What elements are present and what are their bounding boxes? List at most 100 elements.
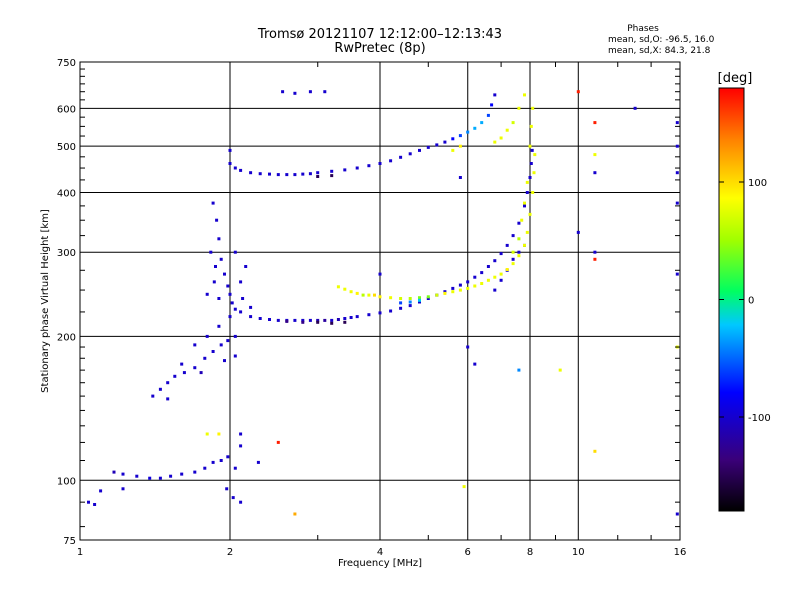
- data-point: [593, 171, 597, 175]
- data-point: [466, 280, 470, 284]
- data-point: [399, 301, 403, 305]
- data-point: [499, 136, 503, 140]
- data-point: [493, 93, 497, 97]
- data-point: [233, 334, 237, 338]
- data-point: [228, 315, 232, 319]
- data-point: [378, 311, 382, 315]
- data-point: [367, 313, 371, 317]
- data-point: [451, 286, 455, 290]
- data-point: [166, 381, 170, 385]
- data-point: [443, 291, 447, 295]
- data-point: [532, 171, 536, 175]
- data-point: [330, 318, 334, 322]
- y-tick-label: 500: [57, 142, 76, 153]
- data-point: [399, 155, 403, 159]
- data-point: [435, 143, 439, 147]
- data-point: [473, 126, 477, 130]
- data-point: [226, 455, 230, 459]
- data-point: [301, 172, 305, 176]
- data-point: [499, 272, 503, 276]
- data-point: [223, 272, 226, 276]
- data-point: [228, 148, 232, 152]
- data-point: [511, 262, 515, 266]
- data-point: [249, 305, 253, 309]
- y-tick-label: 750: [57, 58, 76, 69]
- data-point: [528, 144, 532, 148]
- data-point: [316, 175, 320, 178]
- data-point: [239, 280, 243, 284]
- data-point: [435, 293, 439, 297]
- data-point: [203, 466, 207, 470]
- data-point: [121, 487, 125, 491]
- data-point: [217, 324, 221, 328]
- data-point: [249, 315, 253, 319]
- data-point: [517, 250, 521, 254]
- y-tick-label: 400: [57, 188, 76, 199]
- data-point: [148, 476, 152, 480]
- data-point: [268, 172, 271, 176]
- data-point: [330, 174, 334, 178]
- data-point: [480, 121, 484, 125]
- data-point: [228, 162, 232, 165]
- data-point: [451, 290, 455, 294]
- data-point: [418, 300, 421, 304]
- stats-o-mode: mean, sd,O: -96.5, 16.0: [608, 35, 715, 45]
- data-point: [505, 128, 509, 132]
- data-point: [166, 397, 170, 401]
- data-point: [529, 124, 533, 128]
- data-point: [308, 318, 312, 322]
- data-point: [87, 500, 90, 504]
- data-point: [499, 252, 503, 256]
- data-point: [217, 237, 221, 241]
- data-point: [533, 153, 537, 157]
- data-point: [531, 106, 535, 110]
- data-point: [493, 275, 497, 279]
- data-point: [323, 90, 327, 94]
- data-point: [233, 166, 237, 170]
- data-point: [244, 265, 248, 268]
- data-point: [182, 371, 186, 375]
- data-point: [112, 470, 116, 474]
- data-point: [466, 286, 470, 290]
- data-point: [158, 387, 162, 391]
- data-point: [226, 284, 230, 288]
- data-point: [525, 180, 529, 184]
- data-point: [558, 368, 562, 372]
- data-point: [505, 243, 509, 247]
- data-point: [443, 140, 447, 144]
- data-point: [389, 159, 393, 163]
- data-point: [528, 212, 532, 216]
- data-point: [173, 374, 177, 378]
- data-point: [276, 440, 280, 444]
- data-point: [316, 171, 320, 175]
- y-axis: 75 100 200 300 400 500 600 750: [57, 58, 680, 547]
- data-point: [205, 432, 209, 436]
- data-point: [520, 218, 524, 222]
- data-point: [256, 460, 260, 464]
- data-point: [330, 321, 334, 325]
- data-point: [418, 296, 421, 300]
- data-point: [486, 278, 490, 282]
- data-point: [426, 145, 430, 149]
- data-point: [408, 304, 412, 308]
- data-point: [523, 204, 526, 208]
- data-point: [458, 176, 462, 179]
- data-point: [258, 172, 262, 176]
- data-point: [593, 250, 597, 254]
- x-tick-label: 2: [227, 547, 233, 558]
- data-point: [169, 474, 173, 478]
- data-point: [408, 152, 412, 156]
- data-point: [226, 339, 230, 343]
- data-point: [336, 318, 340, 321]
- data-point: [378, 272, 382, 276]
- data-point: [355, 291, 359, 295]
- data-point: [408, 300, 412, 304]
- data-point: [480, 271, 484, 275]
- data-point: [499, 278, 503, 282]
- data-point: [523, 243, 526, 247]
- data-point: [493, 259, 497, 263]
- data-point: [308, 90, 312, 94]
- colorbar-ticks: 100 0 -100: [719, 178, 771, 424]
- data-point: [217, 432, 221, 436]
- data-point: [203, 356, 207, 360]
